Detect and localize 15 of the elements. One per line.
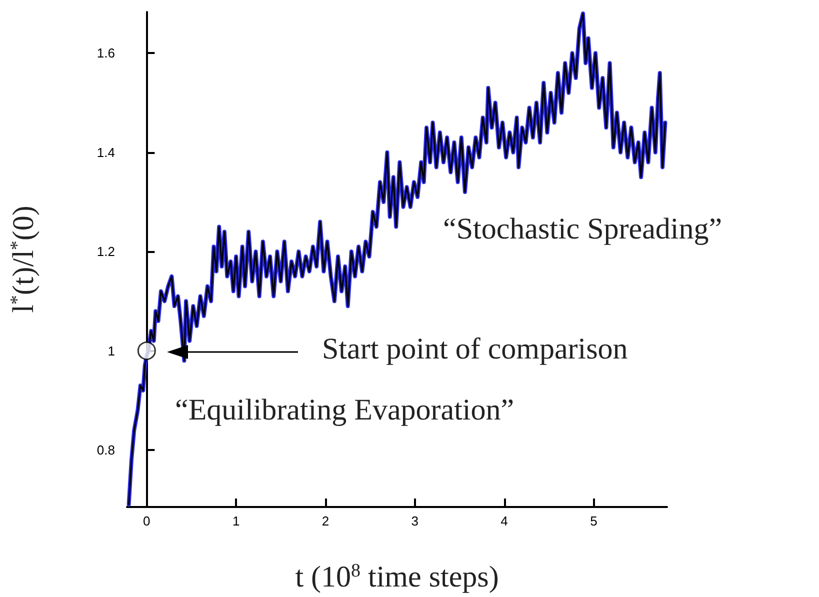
y-tick-label: 1.6 <box>96 46 115 61</box>
y-tick-label: 1.2 <box>96 244 115 260</box>
x-tick-label: 0 <box>143 514 150 528</box>
y-tick-label: 1 <box>108 343 115 358</box>
x-tick-label: 1 <box>232 514 240 528</box>
y-tick-label: 0.8 <box>96 442 115 458</box>
x-tick-label: 5 <box>590 514 598 528</box>
x-tick-label: 3 <box>411 514 418 528</box>
annotation: Start point of comparison <box>322 332 628 366</box>
y-tick-label: 1.4 <box>96 144 115 160</box>
annotation: “Stochastic Spreading” <box>443 212 722 246</box>
annotation: “Equilibrating Evaporation” <box>175 394 514 426</box>
y-axis-title: l*(t)/l*(0) <box>7 206 40 313</box>
x-tick-label: 4 <box>500 514 508 528</box>
x-tick-label: 2 <box>322 514 330 528</box>
